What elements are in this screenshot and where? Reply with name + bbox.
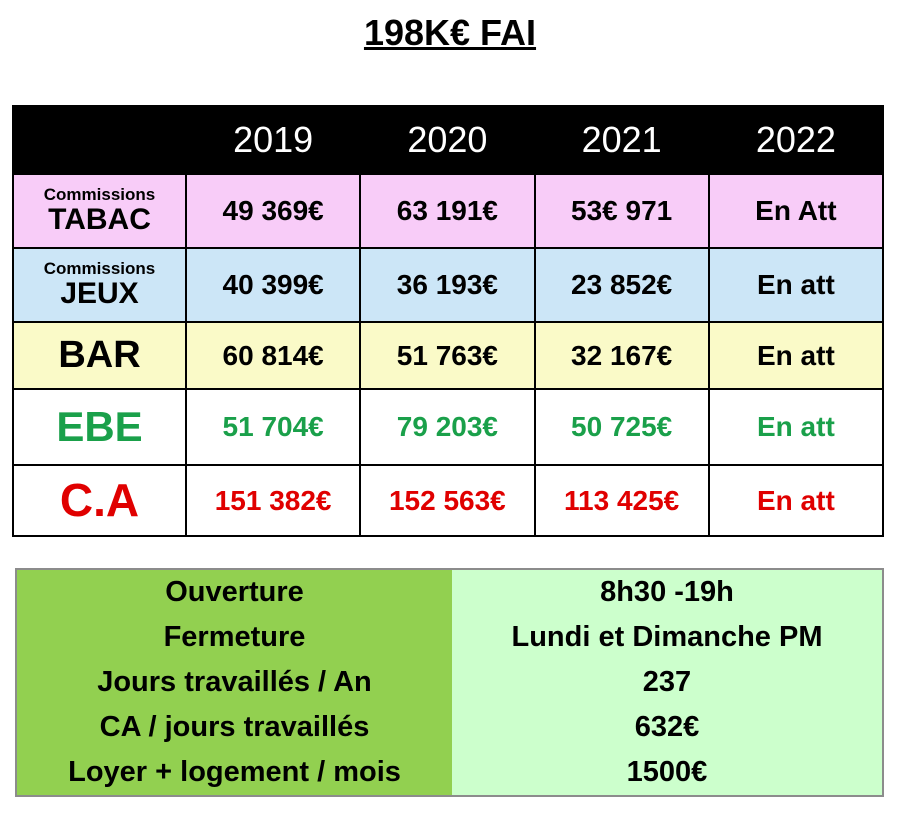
value-cell: 79 203€: [359, 388, 536, 466]
data-row: Commissions JEUX 40 399€ 36 193€ 23 852€ En a…: [12, 247, 885, 323]
info-key: CA / jours travaillés: [16, 705, 452, 750]
data-row: Commissions TABAC 49 369€ 63 191€ 53€ 971 En …: [12, 173, 885, 249]
value-cell: 40 399€: [184, 247, 362, 323]
data-row: BAR 60 814€ 51 763€ 32 167€ En att: [12, 321, 885, 390]
row-label: BAR: [12, 321, 187, 390]
info-row: Ouverture 8h30 -19h: [16, 569, 883, 615]
info-row: CA / jours travaillés 632€: [16, 705, 883, 750]
info-row: Loyer + logement / mois 1500€: [16, 750, 883, 796]
data-row: EBE 51 704€ 79 203€ 50 725€ En att: [12, 388, 885, 466]
label-text: BAR: [58, 333, 141, 376]
label-prefix: Commissions: [43, 259, 156, 279]
label-prefix: Commissions: [43, 185, 156, 205]
value-cell: En Att: [707, 173, 885, 249]
year-header: 2022: [707, 105, 885, 175]
info-value: 632€: [452, 705, 883, 750]
info-row: Jours travaillés / An 237: [16, 660, 883, 705]
value-cell: 49 369€: [184, 173, 362, 249]
value-cell: 152 563€: [359, 464, 536, 537]
value-cell: En att: [707, 464, 885, 537]
value-cell: 51 763€: [359, 321, 536, 390]
info-value: 1500€: [452, 750, 883, 796]
value-cell: 51 704€: [184, 388, 362, 466]
label-text: EBE: [56, 402, 143, 450]
info-key: Ouverture: [16, 569, 452, 615]
info-table: Ouverture 8h30 -19h Fermeture Lundi et Dima…: [15, 568, 884, 797]
year-header: 2019: [184, 105, 362, 175]
row-label: EBE: [12, 388, 187, 466]
data-row: C.A 151 382€ 152 563€ 113 425€ En att: [12, 464, 885, 537]
info-row: Fermeture Lundi et Dimanche PM: [16, 615, 883, 660]
value-cell: 53€ 971: [533, 173, 710, 249]
info-key: Loyer + logement / mois: [16, 750, 452, 796]
row-label: Commissions TABAC: [12, 173, 187, 249]
value-cell: 151 382€: [184, 464, 362, 537]
year-header: 2020: [359, 105, 536, 175]
row-label: C.A: [12, 464, 187, 537]
value-cell: En att: [707, 388, 885, 466]
title: 198K€ FAI: [363, 12, 537, 53]
info-value: 8h30 -19h: [452, 569, 883, 615]
year-header: 2021: [533, 105, 710, 175]
corner-cell: [12, 105, 187, 175]
results-table: 2019 2020 2021 2022 Commissions TABAC 49 369€ 6…: [12, 105, 885, 537]
value-cell: 23 852€: [533, 247, 710, 323]
label-text: JEUX: [60, 277, 139, 311]
value-cell: 113 425€: [533, 464, 710, 537]
info-value: 237: [452, 660, 883, 705]
header-row: 2019 2020 2021 2022: [12, 105, 885, 175]
label-text: TABAC: [48, 203, 151, 237]
value-cell: 32 167€: [533, 321, 710, 390]
info-value: Lundi et Dimanche PM: [452, 615, 883, 660]
value-cell: En att: [707, 247, 885, 323]
info-key: Fermeture: [16, 615, 452, 660]
row-label: Commissions JEUX: [12, 247, 187, 323]
value-cell: 63 191€: [359, 173, 536, 249]
value-cell: 36 193€: [359, 247, 536, 323]
value-cell: 50 725€: [533, 388, 710, 466]
label-text: C.A: [59, 474, 140, 527]
info-key: Jours travaillés / An: [16, 660, 452, 705]
value-cell: 60 814€: [184, 321, 362, 390]
value-cell: En att: [707, 321, 885, 390]
